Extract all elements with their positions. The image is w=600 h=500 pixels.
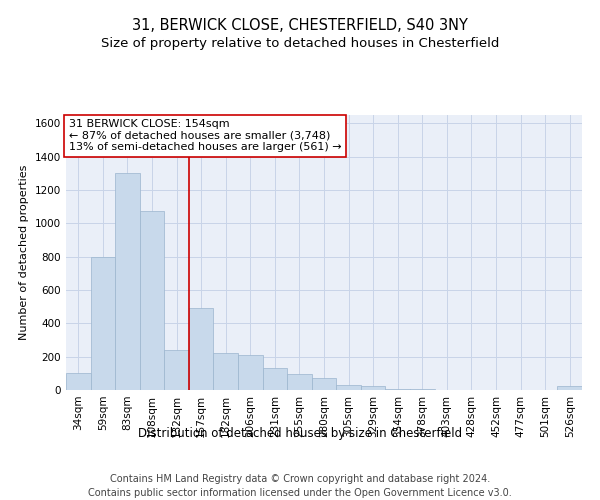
Text: Contains public sector information licensed under the Open Government Licence v3: Contains public sector information licen… [88, 488, 512, 498]
Bar [164, 350, 189, 390]
Text: 31, BERWICK CLOSE, CHESTERFIELD, S40 3NY: 31, BERWICK CLOSE, CHESTERFIELD, S40 3NY [132, 18, 468, 32]
Bar [115, 174, 140, 390]
Bar [287, 374, 312, 390]
Bar [385, 389, 410, 390]
Text: Contains HM Land Registry data © Crown copyright and database right 2024.: Contains HM Land Registry data © Crown c… [110, 474, 490, 484]
Bar [189, 308, 214, 390]
Bar [66, 374, 91, 390]
Bar [238, 355, 263, 390]
Text: Size of property relative to detached houses in Chesterfield: Size of property relative to detached ho… [101, 38, 499, 51]
Bar [336, 385, 361, 390]
Bar [361, 386, 385, 390]
Bar [91, 256, 115, 390]
Text: 31 BERWICK CLOSE: 154sqm
← 87% of detached houses are smaller (3,748)
13% of sem: 31 BERWICK CLOSE: 154sqm ← 87% of detach… [68, 119, 341, 152]
Bar [263, 368, 287, 390]
Text: Distribution of detached houses by size in Chesterfield: Distribution of detached houses by size … [138, 428, 462, 440]
Bar [557, 386, 582, 390]
Bar [312, 378, 336, 390]
Bar [214, 354, 238, 390]
Bar [410, 389, 434, 390]
Bar [140, 211, 164, 390]
Y-axis label: Number of detached properties: Number of detached properties [19, 165, 29, 340]
